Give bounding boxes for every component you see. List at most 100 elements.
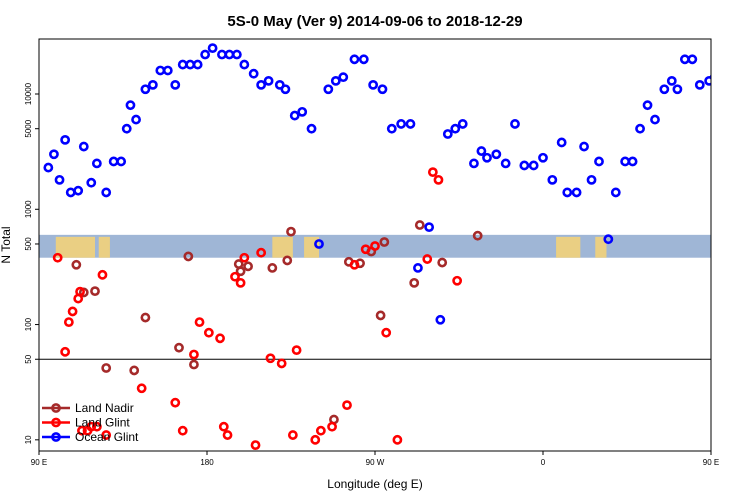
data-point [121, 123, 132, 134]
data-point [162, 65, 173, 76]
data-point [314, 239, 324, 249]
data-point [77, 425, 87, 436]
land-patch [55, 236, 95, 258]
data-point [379, 237, 390, 247]
data-point [291, 345, 302, 356]
data-point [422, 254, 433, 264]
data-point [287, 430, 298, 440]
data-point [457, 119, 468, 129]
y-tick-label: 10 [24, 435, 33, 444]
data-point [265, 353, 276, 364]
data-point [116, 156, 127, 167]
data-point [642, 100, 653, 111]
legend-item: Land Nadir [42, 401, 134, 415]
data-point [217, 49, 227, 60]
data-point [381, 327, 392, 338]
y-tick-label: 100 [24, 317, 33, 331]
legend-item: Ocean Glint [42, 430, 139, 444]
data-point [338, 72, 349, 83]
data-point [476, 146, 487, 156]
data-point [256, 79, 267, 90]
series-land-glint [52, 167, 463, 451]
data-point [672, 84, 683, 95]
data-point [358, 54, 369, 65]
data-point [310, 434, 321, 445]
data-point [603, 234, 614, 245]
data-point [360, 244, 371, 255]
data-point [189, 359, 199, 370]
legend-item: Land Glint [42, 416, 130, 430]
data-point [297, 106, 308, 117]
data-point [594, 156, 604, 167]
data-point [235, 266, 246, 277]
data-point [91, 158, 102, 169]
data-point [125, 100, 136, 111]
data-point [327, 421, 337, 432]
data-point [243, 261, 253, 272]
data-point [659, 84, 670, 95]
data-point [155, 65, 166, 76]
chart-title: 5S-0 May (Ver 9) 2014-09-06 to 2018-12-2… [227, 13, 522, 30]
data-point [101, 430, 112, 440]
data-point [323, 84, 334, 95]
data-point [635, 123, 645, 134]
data-point [75, 286, 85, 297]
land-patch [556, 236, 581, 258]
data-point [627, 156, 638, 167]
data-point [704, 75, 711, 86]
data-point [491, 149, 502, 160]
data-point [192, 59, 203, 70]
world-map-band [39, 234, 711, 258]
data-point [482, 152, 492, 163]
data-point [248, 68, 259, 79]
land-patch [595, 236, 607, 258]
data-point [101, 187, 112, 198]
data-point [147, 79, 158, 90]
data-point [571, 187, 582, 198]
data-point [174, 342, 184, 353]
data-point [510, 119, 520, 129]
data-point [427, 167, 438, 178]
data-point [286, 226, 296, 237]
data-point [469, 158, 479, 169]
data-point [349, 259, 360, 270]
data-point [207, 43, 218, 54]
data-point [289, 110, 300, 121]
data-point [679, 54, 690, 65]
x-axis-label: Longitude (deg E) [327, 477, 422, 491]
data-point [63, 317, 74, 328]
data-point [405, 119, 416, 129]
legend-marker [51, 403, 61, 413]
data-point [101, 363, 112, 373]
data-point [183, 251, 194, 262]
y-tick-label: 5000 [24, 119, 33, 137]
data-point [250, 440, 261, 451]
data-point [562, 187, 573, 198]
data-point [73, 185, 84, 196]
data-point [386, 123, 397, 134]
land-patch [272, 236, 293, 258]
x-tick-label: 90 E [31, 458, 47, 467]
y-tick-label: 10000 [24, 82, 33, 105]
data-point [222, 430, 233, 440]
x-tick-label: 0 [541, 458, 546, 467]
data-point [71, 259, 82, 270]
data-point [413, 263, 423, 273]
data-point [519, 160, 530, 171]
data-point [556, 137, 567, 148]
data-point [538, 152, 548, 163]
data-point [194, 317, 205, 328]
data-point [370, 241, 380, 251]
data-point [170, 79, 181, 90]
data-point [666, 75, 677, 86]
legend-marker [51, 417, 61, 428]
data-point [437, 257, 448, 268]
data-point [650, 114, 660, 125]
data-point [49, 149, 59, 160]
data-point [610, 187, 621, 198]
data-point [709, 73, 711, 81]
data-point [433, 174, 444, 185]
data-points [43, 43, 711, 451]
data-point [392, 434, 403, 445]
